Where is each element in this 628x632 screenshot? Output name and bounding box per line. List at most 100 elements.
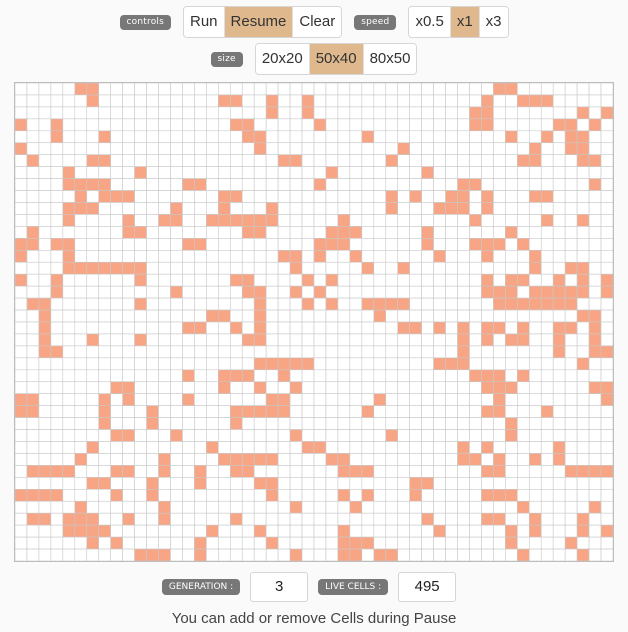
live-cell[interactable] <box>337 524 351 538</box>
dead-cell[interactable] <box>397 500 410 514</box>
dead-cell[interactable] <box>445 429 458 442</box>
dead-cell[interactable] <box>528 441 542 454</box>
live-cell[interactable] <box>469 453 482 466</box>
dead-cell[interactable] <box>170 548 183 561</box>
dead-cell[interactable] <box>409 369 422 383</box>
dead-cell[interactable] <box>158 261 171 275</box>
dead-cell[interactable] <box>265 309 279 323</box>
dead-cell[interactable] <box>122 321 135 335</box>
dead-cell[interactable] <box>158 238 171 251</box>
live-cell[interactable] <box>134 273 147 287</box>
dead-cell[interactable] <box>457 238 470 251</box>
dead-cell[interactable] <box>194 441 207 454</box>
dead-cell[interactable] <box>134 488 147 502</box>
dead-cell[interactable] <box>337 297 351 311</box>
dead-cell[interactable] <box>493 250 506 263</box>
live-cell[interactable] <box>481 285 494 299</box>
dead-cell[interactable] <box>218 429 231 442</box>
dead-cell[interactable] <box>277 321 291 335</box>
dead-cell[interactable] <box>74 154 88 167</box>
dead-cell[interactable] <box>146 429 159 442</box>
dead-cell[interactable] <box>373 441 387 454</box>
dead-cell[interactable] <box>301 250 315 263</box>
live-cell[interactable] <box>540 405 554 418</box>
dead-cell[interactable] <box>62 333 76 347</box>
dead-cell[interactable] <box>265 166 279 179</box>
dead-cell[interactable] <box>218 142 231 155</box>
dead-cell[interactable] <box>588 83 602 96</box>
dead-cell[interactable] <box>253 429 267 442</box>
live-cell[interactable] <box>349 465 363 478</box>
dead-cell[interactable] <box>98 106 111 120</box>
live-cell[interactable] <box>277 393 291 406</box>
dead-cell[interactable] <box>218 297 231 311</box>
dead-cell[interactable] <box>421 273 434 287</box>
live-cell[interactable] <box>540 94 554 108</box>
dead-cell[interactable] <box>241 488 255 502</box>
dead-cell[interactable] <box>62 488 76 502</box>
dead-cell[interactable] <box>289 297 303 311</box>
live-cell[interactable] <box>289 381 303 394</box>
dead-cell[interactable] <box>122 488 135 502</box>
live-cell[interactable] <box>182 321 195 335</box>
live-cell[interactable] <box>481 321 494 335</box>
dead-cell[interactable] <box>265 345 279 359</box>
dead-cell[interactable] <box>122 94 135 108</box>
dead-cell[interactable] <box>469 500 482 514</box>
live-cell[interactable] <box>110 536 123 550</box>
dead-cell[interactable] <box>313 500 327 514</box>
dead-cell[interactable] <box>253 238 267 251</box>
dead-cell[interactable] <box>409 214 422 227</box>
dead-cell[interactable] <box>74 214 88 227</box>
dead-cell[interactable] <box>62 190 76 203</box>
dead-cell[interactable] <box>38 417 52 430</box>
dead-cell[interactable] <box>15 214 28 227</box>
dead-cell[interactable] <box>600 477 613 490</box>
dead-cell[interactable] <box>564 417 578 430</box>
dead-cell[interactable] <box>528 166 542 179</box>
live-cell[interactable] <box>62 250 76 263</box>
live-cell[interactable] <box>253 524 267 538</box>
dead-cell[interactable] <box>301 488 315 502</box>
dead-cell[interactable] <box>445 500 458 514</box>
dead-cell[interactable] <box>433 297 446 311</box>
dead-cell[interactable] <box>182 190 195 203</box>
dead-cell[interactable] <box>253 548 267 561</box>
dead-cell[interactable] <box>289 202 303 215</box>
dead-cell[interactable] <box>218 536 231 550</box>
dead-cell[interactable] <box>505 405 518 418</box>
dead-cell[interactable] <box>253 202 267 215</box>
dead-cell[interactable] <box>146 321 159 335</box>
dead-cell[interactable] <box>170 297 183 311</box>
dead-cell[interactable] <box>194 417 207 430</box>
dead-cell[interactable] <box>445 548 458 561</box>
dead-cell[interactable] <box>385 94 399 108</box>
dead-cell[interactable] <box>289 226 303 239</box>
dead-cell[interactable] <box>433 453 446 466</box>
live-cell[interactable] <box>26 393 40 406</box>
dead-cell[interactable] <box>74 357 88 371</box>
dead-cell[interactable] <box>445 166 458 179</box>
live-cell[interactable] <box>62 166 76 179</box>
live-cell[interactable] <box>158 512 171 526</box>
dead-cell[interactable] <box>170 393 183 406</box>
live-cell[interactable] <box>229 465 243 478</box>
dead-cell[interactable] <box>62 142 76 155</box>
live-cell[interactable] <box>433 524 446 538</box>
dead-cell[interactable] <box>337 130 351 144</box>
dead-cell[interactable] <box>552 488 566 502</box>
dead-cell[interactable] <box>325 357 339 371</box>
live-cell[interactable] <box>74 190 88 203</box>
dead-cell[interactable] <box>86 273 100 287</box>
dead-cell[interactable] <box>421 465 434 478</box>
dead-cell[interactable] <box>361 83 375 96</box>
dead-cell[interactable] <box>289 405 303 418</box>
dead-cell[interactable] <box>564 548 578 561</box>
dead-cell[interactable] <box>552 500 566 514</box>
dead-cell[interactable] <box>134 357 147 371</box>
dead-cell[interactable] <box>552 130 566 144</box>
dead-cell[interactable] <box>110 417 123 430</box>
dead-cell[interactable] <box>241 393 255 406</box>
dead-cell[interactable] <box>457 106 470 120</box>
dead-cell[interactable] <box>74 345 88 359</box>
